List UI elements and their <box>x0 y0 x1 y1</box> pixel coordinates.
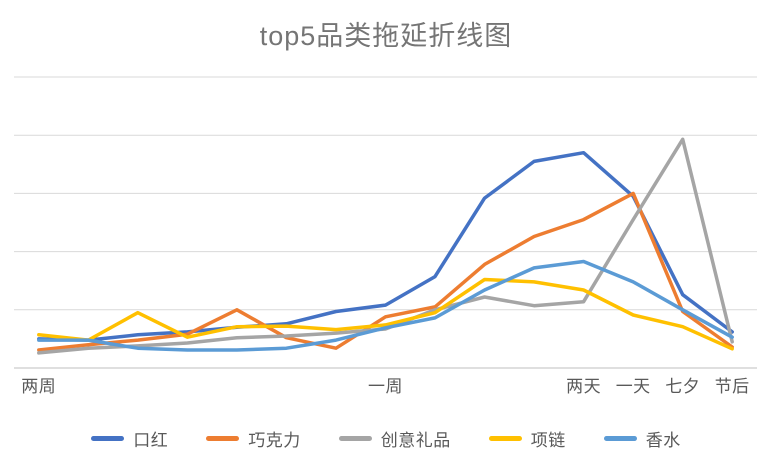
legend-item-perfume: 香水 <box>603 426 681 451</box>
series-line-chocolate <box>37 191 734 352</box>
legend-swatch-creative-gifts <box>338 435 372 441</box>
legend-swatch-chocolate <box>206 435 240 441</box>
x-axis-label-13: 七夕 <box>665 377 700 396</box>
x-axis-label-14: 节后 <box>715 377 750 396</box>
legend-label-lipstick: 口红 <box>133 430 169 450</box>
series-line-creative-gifts <box>37 137 734 355</box>
legend-swatch-perfume <box>603 435 637 441</box>
legend: 口红 巧克力 创意礼品 项链 香水 <box>0 426 772 450</box>
series-line-perfume <box>37 259 734 352</box>
series-line-lipstick <box>37 150 734 342</box>
series-line-necklace <box>37 277 734 351</box>
legend-item-necklace: 项链 <box>488 426 566 451</box>
x-axis-label-7: 一周 <box>368 377 403 396</box>
legend-item-lipstick: 口红 <box>91 426 168 451</box>
legend-swatch-necklace <box>488 435 522 441</box>
legend-label-necklace: 项链 <box>530 430 566 450</box>
x-axis-label-12: 一天 <box>616 377 651 396</box>
x-axis-label-0: 两周 <box>21 377 56 396</box>
legend-label-chocolate: 巧克力 <box>248 430 301 450</box>
legend-item-chocolate: 巧克力 <box>206 426 301 451</box>
chart-title: top5品类拖延折线图 <box>259 21 513 51</box>
legend-label-creative-gifts: 创意礼品 <box>380 430 451 450</box>
legend-swatch-lipstick <box>91 435 125 441</box>
x-axis-label-11: 两天 <box>566 377 601 396</box>
legend-label-perfume: 香水 <box>645 430 681 450</box>
legend-item-creative-gifts: 创意礼品 <box>338 426 451 451</box>
plot-area: 两周 一周 两天 一天 七夕 节后 <box>14 76 757 396</box>
